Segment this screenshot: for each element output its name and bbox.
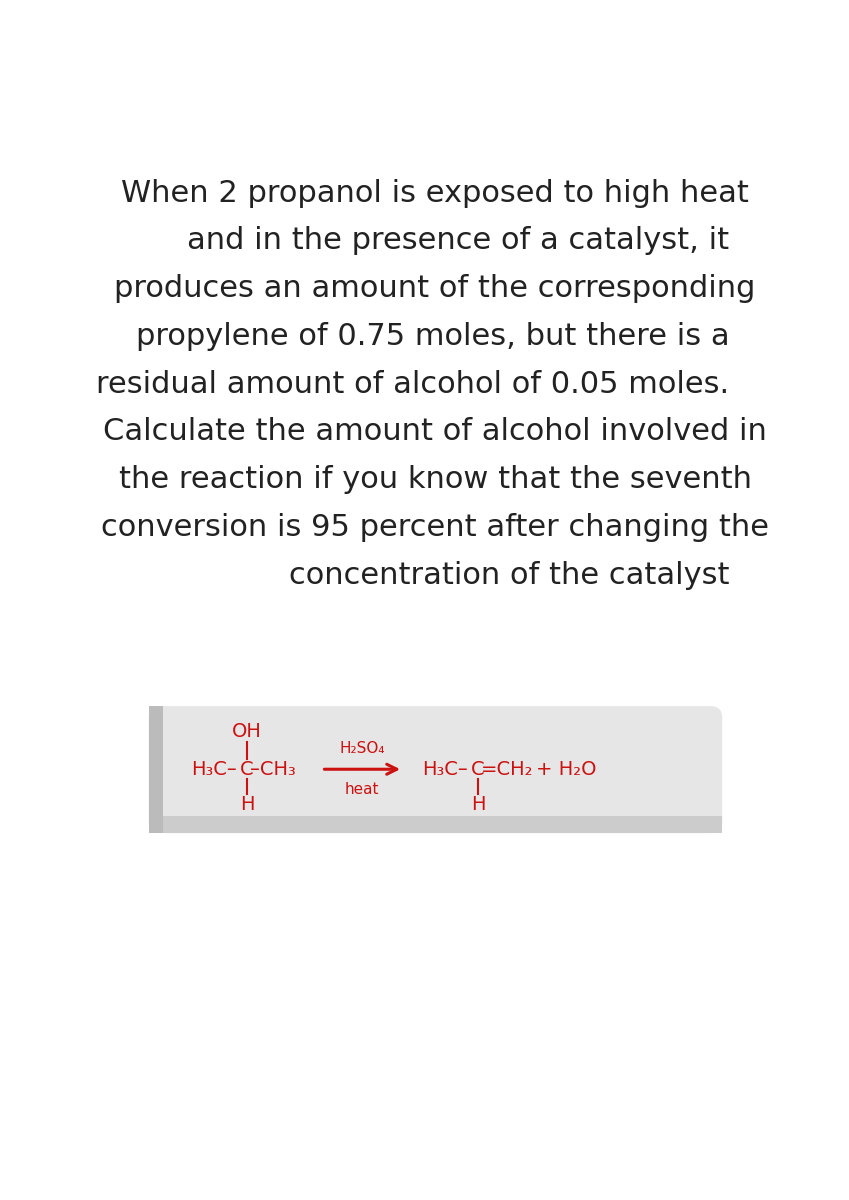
Text: conversion is 95 percent after changing the: conversion is 95 percent after changing … [101, 512, 769, 542]
Text: H₃C–: H₃C– [191, 760, 237, 779]
Text: When 2 propanol is exposed to high heat: When 2 propanol is exposed to high heat [121, 179, 749, 208]
Text: C: C [240, 760, 254, 779]
Text: and in the presence of a catalyst, it: and in the presence of a catalyst, it [187, 227, 729, 256]
Text: –CH₃: –CH₃ [250, 760, 296, 779]
Text: H: H [471, 796, 486, 815]
Text: H₂SO₄: H₂SO₄ [340, 742, 385, 756]
Text: Calculate the amount of alcohol involved in: Calculate the amount of alcohol involved… [104, 418, 767, 446]
Text: produces an amount of the corresponding: produces an amount of the corresponding [115, 274, 756, 304]
Text: C: C [471, 760, 485, 779]
Text: propylene of 0.75 moles, but there is a: propylene of 0.75 moles, but there is a [136, 322, 729, 350]
Text: + H₂O: + H₂O [537, 760, 597, 779]
Text: H: H [240, 796, 255, 815]
Text: residual amount of alcohol of 0.05 moles.: residual amount of alcohol of 0.05 moles… [96, 370, 729, 398]
Text: heat: heat [345, 782, 380, 797]
Bar [149, 706, 163, 833]
Text: OH: OH [233, 721, 262, 740]
Text: =CH₂: =CH₂ [481, 760, 533, 779]
Text: the reaction if you know that the seventh: the reaction if you know that the sevent… [119, 466, 751, 494]
Text: concentration of the catalyst: concentration of the catalyst [289, 560, 729, 589]
Bar [149, 816, 722, 833]
FancyBboxPatch shape [149, 706, 722, 833]
Text: H₃C–: H₃C– [422, 760, 468, 779]
